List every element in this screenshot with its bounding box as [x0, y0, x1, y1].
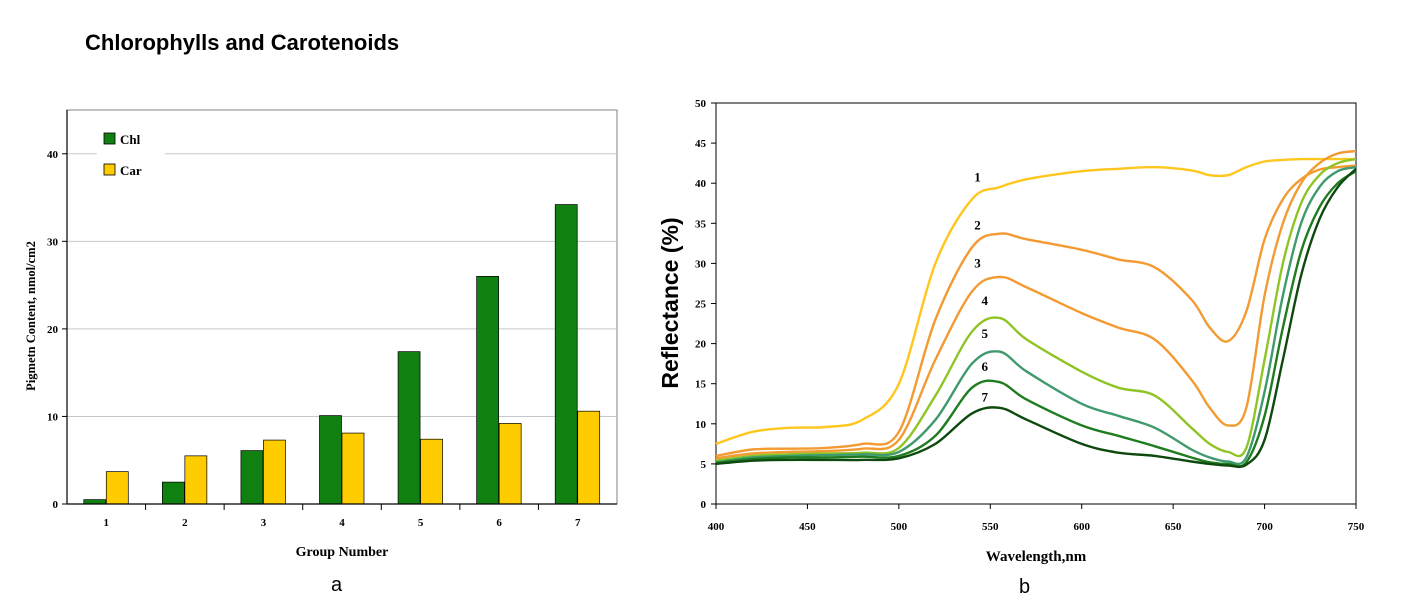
y-tick-label: 5: [701, 459, 707, 471]
x-tick-label: 600: [1073, 521, 1090, 533]
bar-chl-group-1: [83, 499, 107, 505]
x-tick-label: 650: [1165, 521, 1182, 533]
x-tick-label: 1: [104, 517, 110, 529]
curve-7: [715, 167, 1357, 469]
plot-frame: [715, 102, 1357, 505]
y-axis-label: Pigmetn Content, nmol/cm2: [24, 241, 38, 391]
pigment-bar-chart: 0 10 20 30 40 1 2 3 4 5 6 7 Chl Car Group Number Pi…: [24, 109, 618, 560]
legend-swatch-chl: [103, 132, 116, 145]
curve-label-5: 5: [982, 326, 989, 341]
x-tick-label: 2: [182, 517, 188, 529]
x-tick-label: 400: [708, 521, 725, 533]
y-tick-label: 20: [47, 324, 59, 336]
curve-2: [715, 164, 1357, 458]
y-tick-label: 0: [53, 499, 59, 511]
curve-label-1: 1: [974, 170, 981, 185]
bar-car-group-1: [105, 471, 129, 505]
page-title: Chlorophylls and Carotenoids: [85, 30, 400, 55]
x-tick-label: 6: [496, 517, 502, 529]
curve-label-6: 6: [982, 359, 989, 374]
panel-label-a: a: [331, 574, 343, 596]
x-tick-label: 5: [418, 517, 424, 529]
bar-chl-group-6: [476, 276, 499, 505]
curve-label-3: 3: [974, 255, 981, 270]
bar-car-group-7: [577, 410, 601, 505]
x-tick-label: 750: [1348, 521, 1365, 533]
curve-1: [715, 157, 1356, 446]
x-tick-label: 7: [575, 517, 581, 529]
x-axis-label: Wavelength,nm: [986, 549, 1087, 565]
bar-car-group-5: [420, 438, 443, 505]
y-tick-label: 40: [47, 149, 59, 161]
bar-car-group-2: [184, 455, 208, 505]
bar-chl-group-5: [397, 351, 421, 505]
x-tick-label: 3: [261, 517, 267, 529]
bar-car-group-3: [263, 439, 286, 505]
x-tick-label: 450: [799, 521, 816, 533]
legend-label-chl: Chl: [120, 132, 141, 147]
x-tick-label: 4: [339, 517, 345, 529]
panel-label-b: b: [1019, 576, 1031, 598]
y-tick-label: 0: [701, 499, 707, 511]
y-tick-label: 10: [47, 411, 59, 423]
bar-chl-group-2: [162, 481, 185, 505]
curve-5: [715, 166, 1357, 466]
bar-car-group-6: [498, 423, 522, 505]
bar-chl-group-3: [240, 450, 264, 505]
x-tick-label: 500: [891, 521, 908, 533]
y-tick-label: 30: [47, 236, 59, 248]
curve-3: [715, 149, 1357, 460]
legend-label-car: Car: [120, 163, 142, 178]
bar-car-group-4: [341, 432, 365, 505]
curve-label-2: 2: [974, 218, 981, 233]
curve-label-4: 4: [982, 293, 989, 308]
legend-swatch-car: [103, 163, 116, 176]
x-axis-label: Group Number: [296, 545, 389, 560]
bar-chl-group-4: [319, 415, 342, 505]
curve-label-7: 7: [982, 389, 989, 404]
curve-4: [715, 157, 1357, 462]
x-tick-label: 700: [1256, 521, 1273, 533]
curve-6: [715, 170, 1357, 468]
bar-chl-group-7: [554, 204, 578, 505]
x-tick-label: 550: [982, 521, 999, 533]
